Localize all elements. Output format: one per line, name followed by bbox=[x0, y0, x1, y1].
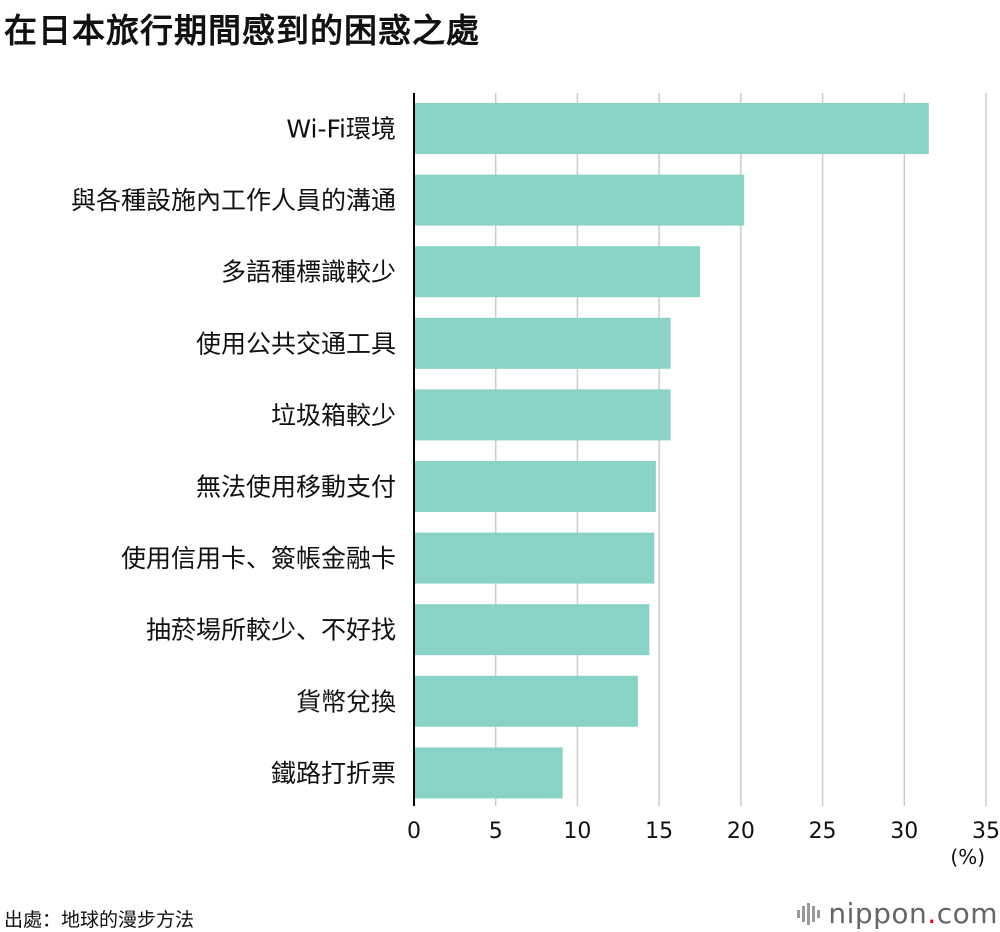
bar bbox=[414, 747, 563, 799]
nippon-logo: nippon.com bbox=[796, 897, 998, 930]
x-tick-label: 10 bbox=[563, 819, 591, 844]
bar-chart: 0 5 10 15 20 25 30 35 Wi-Fi環境與各種設施內工作人員的溝通多語種標識較… bbox=[71, 93, 1000, 869]
bar bbox=[414, 389, 671, 441]
category-label: 使用公共交通工具 bbox=[196, 329, 396, 358]
logo-dot: . bbox=[927, 897, 937, 930]
category-label: 鐵路打折票 bbox=[271, 759, 396, 788]
bar bbox=[414, 532, 655, 584]
x-tick-label: 30 bbox=[890, 819, 918, 844]
bar bbox=[414, 604, 650, 656]
nippon-logo-icon bbox=[797, 902, 821, 925]
bar bbox=[414, 174, 745, 226]
x-axis-unit-label: (%) bbox=[950, 845, 985, 869]
source-note: 出處：地球的漫步方法 bbox=[4, 909, 195, 931]
category-label: 垃圾箱較少 bbox=[271, 401, 396, 430]
logo-name: nippon bbox=[828, 897, 928, 930]
chart-title: 在日本旅行期間感到的困惑之處 bbox=[4, 11, 480, 50]
category-label: 使用信用卡、簽帳金融卡 bbox=[121, 544, 396, 573]
x-tick-label: 15 bbox=[645, 819, 673, 844]
bar bbox=[414, 317, 671, 369]
x-tick-label: 0 bbox=[407, 819, 421, 844]
category-label: Wi-Fi環境 bbox=[286, 115, 396, 144]
category-label: 多語種標識較少 bbox=[221, 258, 396, 287]
x-tick-label: 35 bbox=[972, 819, 1000, 844]
bar bbox=[414, 461, 656, 512]
x-tick-label: 20 bbox=[727, 819, 755, 844]
category-label: 與各種設施內工作人員的溝通 bbox=[71, 186, 396, 215]
category-label: 抽菸場所較少、不好找 bbox=[146, 616, 396, 645]
x-tick-label: 25 bbox=[809, 819, 837, 844]
logo-text: nippon.com bbox=[828, 897, 998, 930]
category-label: 貨幣兌換 bbox=[296, 687, 396, 716]
bar bbox=[414, 103, 929, 154]
bar bbox=[414, 675, 638, 727]
x-tick-label: 5 bbox=[489, 819, 503, 844]
category-label: 無法使用移動支付 bbox=[196, 473, 396, 502]
bar bbox=[414, 246, 700, 298]
logo-suffix: com bbox=[936, 897, 998, 930]
